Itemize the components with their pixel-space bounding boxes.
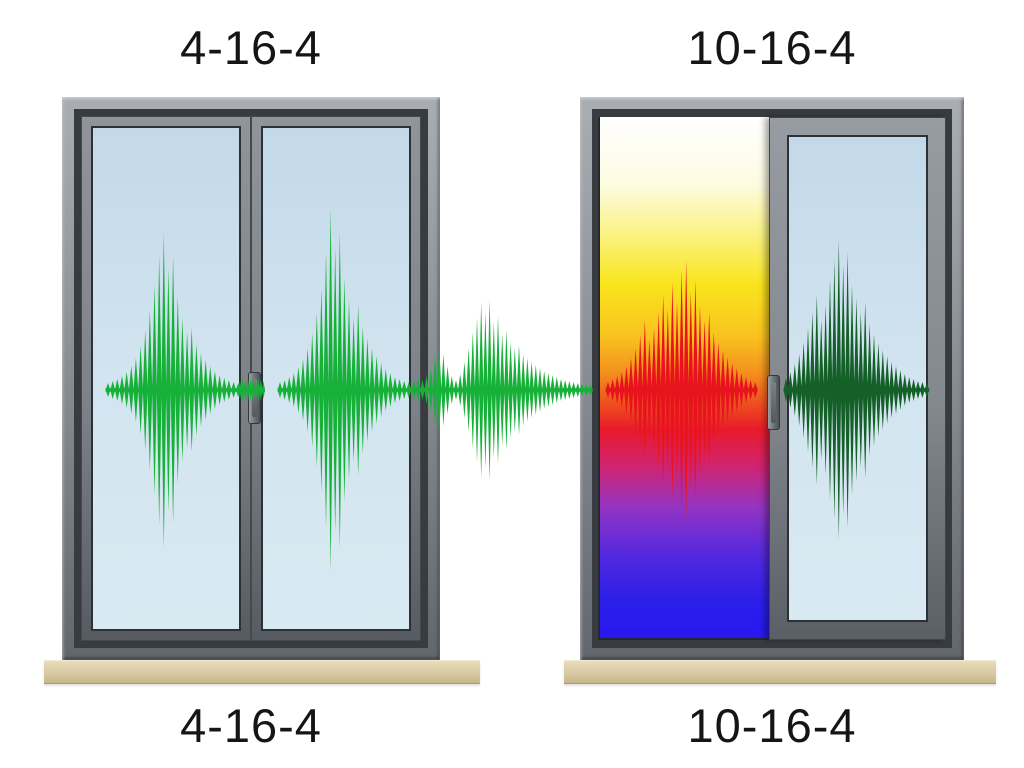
window-left-glass-left: [91, 126, 241, 631]
window-left-sash-right: [251, 116, 421, 641]
window-right-sliding-sash: [769, 117, 946, 640]
heat-pane: [598, 117, 769, 640]
label-bottom-right: 10-16-4: [687, 699, 857, 752]
window-right: [580, 97, 964, 660]
window-left-handle: [248, 372, 261, 424]
window-right-glass: [787, 135, 928, 622]
window-right-sill: [564, 660, 996, 684]
label-bottom-left: 4-16-4: [180, 699, 322, 752]
label-top-left: 4-16-4: [180, 21, 322, 74]
window-right-handle: [767, 375, 780, 430]
window-left: [62, 97, 440, 660]
window-left-sash-left: [81, 116, 251, 641]
label-top-right: 10-16-4: [687, 21, 857, 74]
window-left-sill: [44, 660, 480, 684]
window-left-glass-right: [261, 126, 411, 631]
